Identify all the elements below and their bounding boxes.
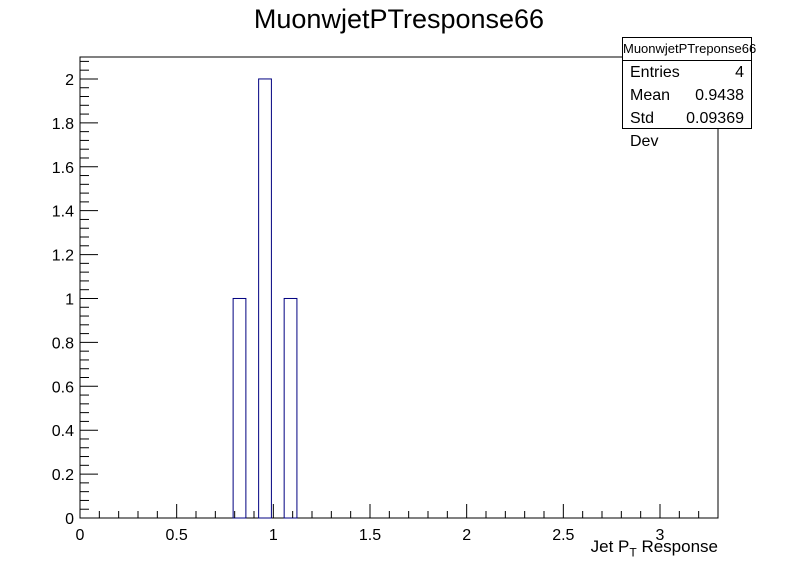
x-tick-label: 2	[462, 527, 471, 544]
y-tick-label: 0.4	[52, 423, 74, 440]
stats-label: Std Dev	[630, 110, 659, 150]
x-tick-label: 0	[76, 527, 85, 544]
y-tick-label: 0.8	[52, 335, 74, 352]
histogram-bars	[232, 78, 298, 519]
y-tick-label: 1.4	[52, 204, 74, 221]
y-tick-label: 1	[65, 291, 74, 308]
x-axis-label-main: Jet P	[590, 537, 630, 556]
stats-row-entries: Entries 4	[623, 61, 751, 84]
histogram-bar	[283, 297, 298, 519]
x-tick-label: 1	[269, 527, 278, 544]
x-axis-label-subscript: T	[629, 545, 637, 560]
x-tick-label: 3	[656, 527, 665, 544]
x-axis-label: Jet PT Response	[591, 537, 718, 559]
stats-value: 0.09369	[686, 110, 744, 127]
y-axis-ticks: 0 0.2 0.4 0.6 0.8 1 1.2 1.4 1.6 1.8 2	[52, 60, 98, 528]
x-tick-label: 1.5	[359, 527, 381, 544]
stats-value: 4	[735, 64, 744, 81]
plot-frame	[79, 56, 719, 519]
y-tick-label: 0	[65, 511, 74, 528]
x-axis-ticks: 0 0.5 1 1.5 2 2.5 3	[76, 504, 719, 544]
y-tick-label: 2	[65, 72, 74, 89]
stats-box-title: MuonwjetPTreponse66	[623, 38, 756, 61]
stats-row-mean: Mean 0.9438	[623, 84, 751, 107]
y-tick-label: 1.2	[52, 248, 74, 265]
y-tick-label: 1.8	[52, 116, 74, 133]
histogram-bar	[258, 78, 272, 519]
y-tick-label: 1.6	[52, 160, 74, 177]
histogram-bar	[232, 297, 247, 519]
stats-label: Entries	[630, 64, 680, 81]
y-tick-label: 0.2	[52, 467, 74, 484]
stats-value: 0.9438	[695, 87, 744, 104]
x-tick-label: 0.5	[166, 527, 188, 544]
stats-box: MuonwjetPTreponse66 Entries 4 Mean 0.943…	[622, 37, 756, 150]
chart-title: MuonwjetPTresponse66	[253, 4, 545, 34]
x-tick-label: 2.5	[552, 527, 574, 544]
y-tick-label: 0.6	[52, 379, 74, 396]
x-axis-label-suffix: Response	[636, 537, 718, 556]
stats-row-std-dev: Std Dev 0.09369	[623, 107, 751, 150]
stats-label: Mean	[630, 87, 671, 104]
